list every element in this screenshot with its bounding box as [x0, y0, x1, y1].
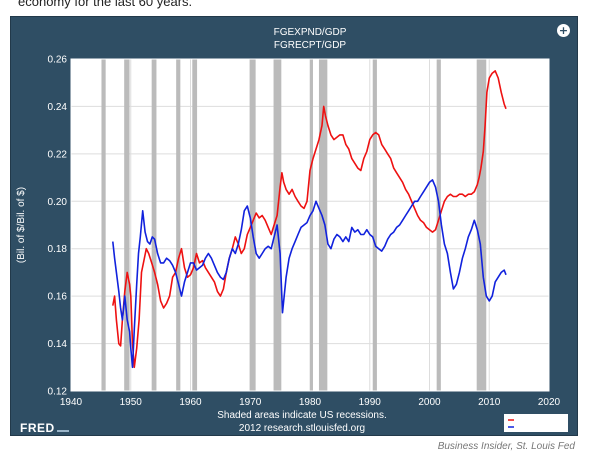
- y-tick-label-5: 0.22: [48, 149, 68, 160]
- recession-band-5: [249, 59, 256, 391]
- series-line-1: [112, 179, 507, 369]
- x-tick-label-6: 2000: [418, 397, 441, 408]
- caption-line-1: Shaded areas indicate US recessions.: [217, 410, 387, 421]
- recession-band-0: [101, 59, 106, 391]
- x-tick-label-5: 1990: [359, 397, 382, 408]
- caption-line-2: 2012 research.stlouisfed.org: [239, 423, 365, 434]
- recession-band-8: [318, 59, 328, 391]
- series-line-0: [112, 70, 507, 369]
- recession-band-9: [372, 59, 377, 391]
- y-tick-label-2: 0.16: [48, 292, 68, 303]
- y-tick-label-0: 0.12: [48, 387, 68, 398]
- x-tick-label-8: 2020: [538, 397, 561, 408]
- recession-band-10: [436, 59, 441, 391]
- image-credit: Business Insider, St. Louis Fed: [437, 441, 575, 452]
- x-tick-label-1: 1950: [120, 397, 143, 408]
- recession-band-3: [176, 59, 181, 391]
- x-tick-label-3: 1970: [239, 397, 262, 408]
- recession-band-7: [310, 59, 313, 391]
- y-tick-label-1: 0.14: [48, 339, 68, 350]
- y-tick-label-3: 0.18: [48, 244, 68, 255]
- recession-band-1: [124, 59, 130, 391]
- y-tick-label-6: 0.24: [48, 102, 68, 113]
- chart-title-line-2: FGRECPT/GDP: [274, 40, 347, 51]
- x-tick-label-7: 2010: [478, 397, 501, 408]
- plot-border: [70, 58, 550, 392]
- y-axis-label: (Bil. of $/Bil. of $): [16, 187, 27, 263]
- chart-title-line-1: FGEXPND/GDP: [274, 27, 347, 38]
- y-tick-label-7: 0.26: [48, 55, 68, 66]
- legend-swatches: [508, 419, 514, 428]
- recession-band-2: [151, 59, 157, 391]
- chart-legend: [504, 414, 568, 432]
- y-tick-label-4: 0.20: [48, 197, 68, 208]
- x-tick-label-0: 1940: [60, 397, 83, 408]
- zoom-in-icon[interactable]: +: [557, 24, 570, 37]
- x-tick-label-4: 1980: [299, 397, 322, 408]
- recession-band-4: [192, 59, 198, 391]
- article-text-fragment: economy for the last 60 years.: [18, 0, 193, 9]
- recession-band-11: [476, 59, 487, 391]
- fred-logo: FRED: [20, 421, 69, 435]
- fred-logo-mark-icon: [56, 422, 69, 432]
- x-tick-label-2: 1960: [179, 397, 202, 408]
